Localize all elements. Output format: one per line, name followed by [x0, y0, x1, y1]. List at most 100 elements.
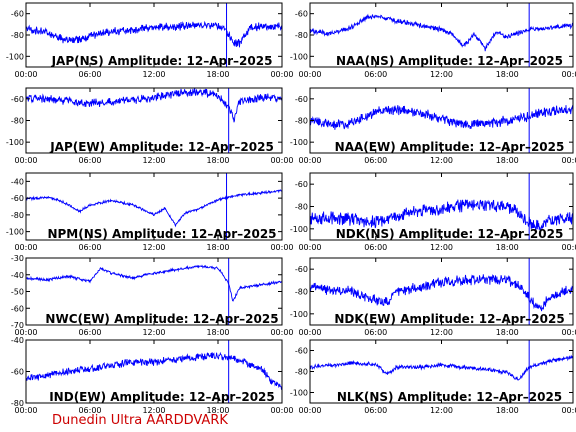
- x-tick-label: 12:00: [430, 156, 453, 165]
- signal-trace: [26, 88, 282, 123]
- x-tick-label: 00:00: [561, 328, 576, 337]
- y-tick-label: -100: [290, 389, 308, 398]
- x-tick-label: 00:00: [14, 70, 37, 79]
- x-tick-label: 00:00: [561, 406, 576, 415]
- signal-trace: [26, 264, 282, 302]
- x-tick-label: 18:00: [496, 328, 519, 337]
- x-tick-label: 18:00: [206, 328, 229, 337]
- x-tick-label: 18:00: [206, 243, 229, 252]
- panel-title: NPM(NS) Amplitude: 12–Apr–2025: [47, 227, 276, 241]
- panel-1: -100 -80 -60 00:00 06:00 12:00 18:00 00:00 JAP(N…: [6, 2, 294, 79]
- x-tick-label: 00:00: [298, 406, 321, 415]
- signal-trace: [310, 13, 573, 52]
- y-tick-label: -60: [295, 95, 308, 104]
- panel-title: NAA(EW) Amplitude: 12–Apr–2025: [335, 140, 565, 154]
- panel-3: -100 -80 -60 00:00 06:00 12:00 18:00 00:00 JAP(E…: [6, 87, 294, 165]
- panel-title: IND(EW) Amplitude: 12–Apr–2025: [49, 390, 275, 404]
- panel-10: -100 -80 -60 00:00 06:00 12:00 18:00 00:00 NLK(N…: [290, 339, 576, 415]
- panel-title: NAA(NS) Amplitude: 12–Apr–2025: [336, 54, 563, 68]
- x-tick-label: 12:00: [430, 243, 453, 252]
- x-tick-label: 18:00: [206, 70, 229, 79]
- x-tick-label: 18:00: [496, 243, 519, 252]
- x-tick-label: 06:00: [78, 406, 101, 415]
- signal-trace: [310, 354, 573, 381]
- x-tick-label: 12:00: [142, 70, 165, 79]
- y-tick-label: -80: [295, 31, 308, 40]
- y-tick-label: -60: [295, 347, 308, 356]
- panel-title: NDK(EW) Amplitude: 12–Apr–2025: [334, 312, 564, 326]
- x-tick-label: 00:00: [298, 328, 321, 337]
- x-tick-label: 12:00: [142, 243, 165, 252]
- y-tick-label: -60: [11, 95, 24, 104]
- y-tick-label: -80: [295, 203, 308, 212]
- y-tick-label: -100: [6, 228, 24, 237]
- x-tick-label: 00:00: [14, 406, 37, 415]
- y-tick-label: -80: [295, 117, 308, 126]
- panel-title: JAP(NS) Amplitude: 12–Apr–2025: [51, 54, 273, 68]
- y-tick-label: -40: [11, 336, 24, 345]
- x-tick-label: 00:00: [561, 156, 576, 165]
- x-tick-label: 18:00: [206, 406, 229, 415]
- footer-label: Dunedin Ultra AARDDVARK: [52, 413, 228, 428]
- y-tick-label: -30: [11, 254, 24, 263]
- x-tick-label: 00:00: [298, 70, 321, 79]
- panel-title: NDK(NS) Amplitude: 12–Apr–2025: [336, 227, 564, 241]
- x-tick-label: 00:00: [14, 156, 37, 165]
- signal-trace: [310, 273, 573, 312]
- x-tick-label: 00:00: [14, 328, 37, 337]
- y-tick-label: -100: [290, 225, 308, 234]
- y-tick-label: -60: [11, 194, 24, 203]
- x-tick-label: 00:00: [270, 156, 293, 165]
- x-tick-label: 00:00: [270, 243, 293, 252]
- y-tick-label: -100: [290, 310, 308, 319]
- x-tick-label: 12:00: [142, 406, 165, 415]
- panel-6: -100 -80 -60 00:00 06:00 12:00 18:00 00:00 NDK(N…: [290, 172, 576, 252]
- x-tick-label: 12:00: [142, 156, 165, 165]
- y-tick-label: -100: [290, 138, 308, 147]
- y-tick-label: -70: [11, 321, 24, 330]
- panel-title: JAP(EW) Amplitude: 12–Apr–2025: [49, 140, 274, 154]
- y-tick-label: -60: [295, 10, 308, 19]
- x-tick-label: 18:00: [206, 156, 229, 165]
- x-tick-label: 12:00: [142, 328, 165, 337]
- y-tick-label: -80: [295, 368, 308, 377]
- x-tick-label: 18:00: [496, 406, 519, 415]
- y-tick-label: -60: [295, 265, 308, 274]
- panel-8: -100 -80 -60 00:00 06:00 12:00 18:00 00:00 NDK(E…: [290, 257, 576, 337]
- x-tick-label: 06:00: [78, 156, 101, 165]
- x-tick-label: 06:00: [78, 328, 101, 337]
- panel-7: -70 -60 -50 -40 -30 00:00 06:00 12:00 18:00 00:00…: [11, 254, 294, 337]
- x-tick-label: 12:00: [430, 70, 453, 79]
- y-tick-label: -100: [6, 52, 24, 61]
- x-tick-label: 06:00: [78, 70, 101, 79]
- signal-trace: [26, 189, 282, 228]
- x-tick-label: 00:00: [561, 243, 576, 252]
- x-tick-label: 06:00: [364, 243, 387, 252]
- y-tick-label: -60: [11, 368, 24, 377]
- y-tick-label: -80: [11, 399, 24, 408]
- y-tick-label: -60: [11, 304, 24, 313]
- x-tick-label: 06:00: [364, 406, 387, 415]
- panel-5: -100 -80 -60 -40 00:00 06:00 12:00 18:00 00:00 NP…: [6, 172, 294, 252]
- panel-4: -100 -80 -60 00:00 06:00 12:00 18:00 00:00 NAA(E…: [290, 87, 576, 165]
- x-tick-label: 00:00: [270, 328, 293, 337]
- x-tick-label: 00:00: [561, 70, 576, 79]
- panel-title: NWC(EW) Amplitude: 12–Apr–2025: [45, 312, 278, 326]
- x-tick-label: 18:00: [496, 156, 519, 165]
- x-tick-label: 06:00: [78, 243, 101, 252]
- panel-title: NLK(NS) Amplitude: 12–Apr–2025: [337, 390, 562, 404]
- y-tick-label: -60: [11, 10, 24, 19]
- y-tick-label: -50: [11, 288, 24, 297]
- signal-trace: [26, 351, 282, 390]
- panel-2: -100 -80 -60 00:00 06:00 12:00 18:00 00:00 NAA(N…: [290, 2, 576, 79]
- y-tick-label: -80: [295, 288, 308, 297]
- x-tick-label: 06:00: [364, 156, 387, 165]
- x-tick-label: 12:00: [430, 328, 453, 337]
- x-tick-label: 18:00: [496, 70, 519, 79]
- x-tick-label: 00:00: [270, 70, 293, 79]
- y-tick-label: -40: [11, 271, 24, 280]
- y-tick-label: -100: [290, 52, 308, 61]
- x-tick-label: 00:00: [14, 243, 37, 252]
- y-tick-label: -80: [11, 31, 24, 40]
